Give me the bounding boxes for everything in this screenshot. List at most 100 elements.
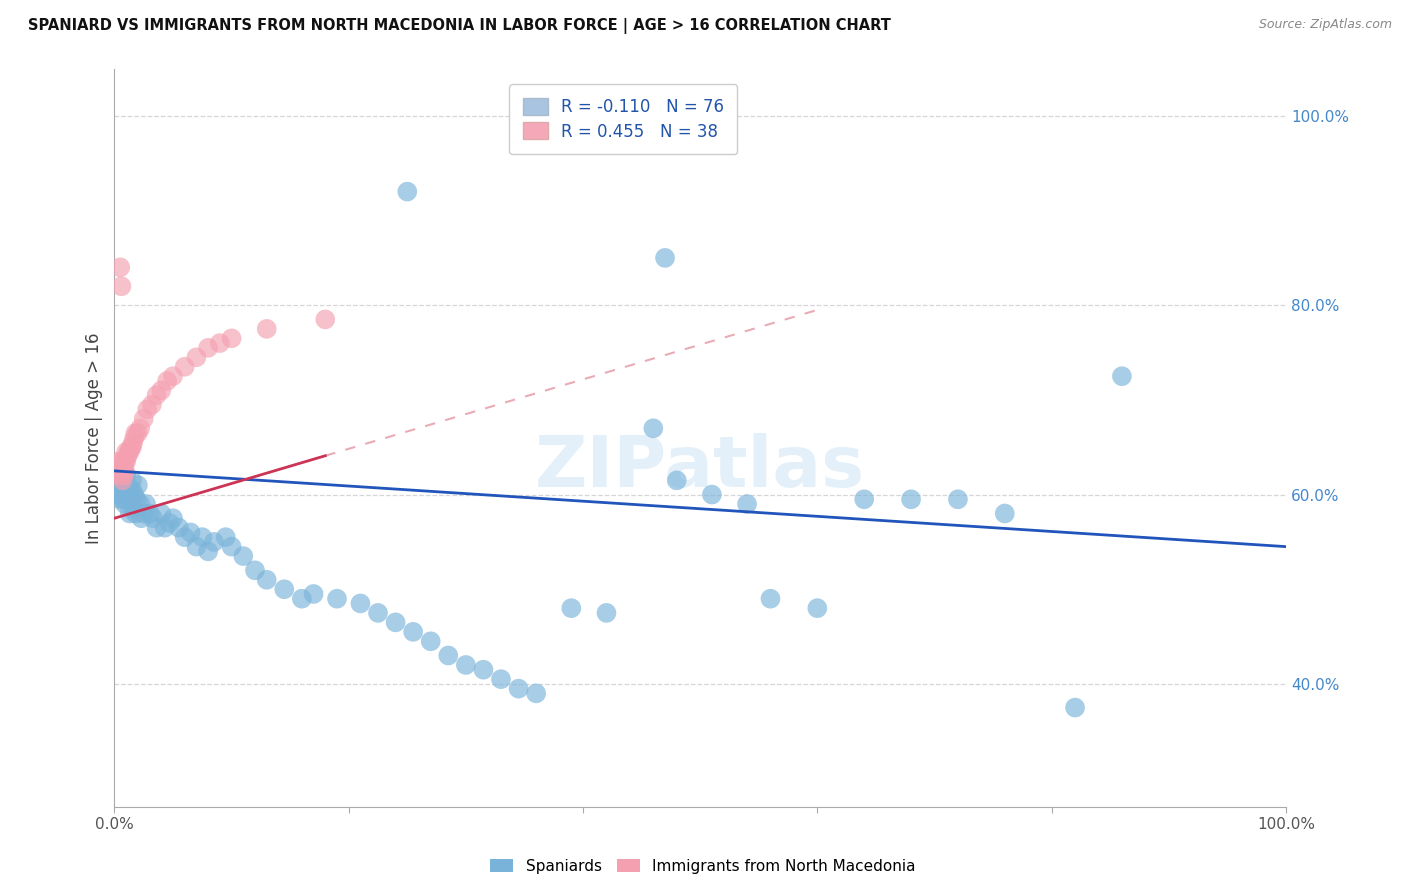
Point xyxy=(221,540,243,554)
Point xyxy=(396,185,419,199)
Point xyxy=(110,478,132,492)
Point xyxy=(110,492,132,507)
Point xyxy=(145,521,167,535)
Point xyxy=(118,507,141,521)
Point xyxy=(110,279,132,293)
Point xyxy=(136,402,159,417)
Point xyxy=(108,464,131,478)
Point xyxy=(454,657,477,672)
Point xyxy=(110,454,132,468)
Point xyxy=(138,507,160,521)
Point xyxy=(167,521,190,535)
Point xyxy=(900,492,922,507)
Point xyxy=(524,686,547,700)
Point xyxy=(402,624,425,639)
Point xyxy=(349,596,371,610)
Text: ZIPatlas: ZIPatlas xyxy=(536,433,865,502)
Point xyxy=(114,497,136,511)
Legend: Spaniards, Immigrants from North Macedonia: Spaniards, Immigrants from North Macedon… xyxy=(484,853,922,880)
Point xyxy=(142,511,165,525)
Point xyxy=(112,492,135,507)
Point xyxy=(135,497,157,511)
Point xyxy=(186,540,208,554)
Point xyxy=(221,331,243,345)
Point xyxy=(120,440,142,454)
Point xyxy=(326,591,349,606)
Point xyxy=(173,359,195,374)
Point xyxy=(1111,369,1133,384)
Point xyxy=(256,322,278,336)
Text: SPANIARD VS IMMIGRANTS FROM NORTH MACEDONIA IN LABOR FORCE | AGE > 16 CORRELATIO: SPANIARD VS IMMIGRANTS FROM NORTH MACEDO… xyxy=(28,18,891,34)
Point xyxy=(232,549,254,563)
Point xyxy=(125,492,148,507)
Point xyxy=(110,464,132,478)
Point xyxy=(806,601,828,615)
Point xyxy=(946,492,969,507)
Point xyxy=(110,468,132,483)
Point xyxy=(117,487,139,501)
Point xyxy=(162,369,184,384)
Point xyxy=(117,445,139,459)
Point xyxy=(643,421,665,435)
Point xyxy=(150,507,173,521)
Point xyxy=(124,431,146,445)
Point xyxy=(208,336,231,351)
Point xyxy=(145,388,167,402)
Point xyxy=(853,492,876,507)
Point xyxy=(162,511,184,525)
Point xyxy=(107,454,129,468)
Point xyxy=(150,384,173,398)
Point xyxy=(994,507,1017,521)
Point xyxy=(108,487,131,501)
Point xyxy=(197,341,219,355)
Point xyxy=(115,483,138,497)
Point xyxy=(508,681,530,696)
Point xyxy=(302,587,325,601)
Point xyxy=(105,474,128,488)
Point xyxy=(110,260,132,275)
Point xyxy=(112,468,135,483)
Point xyxy=(419,634,441,648)
Point xyxy=(735,497,758,511)
Point xyxy=(156,374,179,388)
Point xyxy=(114,464,136,478)
Point xyxy=(112,459,135,474)
Point xyxy=(700,487,723,501)
Point xyxy=(131,511,153,525)
Point xyxy=(121,483,143,497)
Point xyxy=(202,535,225,549)
Point xyxy=(759,591,782,606)
Point xyxy=(1064,700,1087,714)
Point xyxy=(159,516,181,530)
Point xyxy=(111,487,134,501)
Point xyxy=(121,474,143,488)
Point xyxy=(215,530,238,544)
Point xyxy=(314,312,336,326)
Point xyxy=(367,606,389,620)
Point xyxy=(122,501,145,516)
Point xyxy=(115,445,138,459)
Point xyxy=(560,601,582,615)
Point xyxy=(153,521,176,535)
Point xyxy=(120,492,142,507)
Point xyxy=(472,663,495,677)
Point xyxy=(186,351,208,365)
Point xyxy=(243,563,266,577)
Point xyxy=(437,648,460,663)
Point xyxy=(132,507,155,521)
Point xyxy=(273,582,295,597)
Point xyxy=(127,425,149,440)
Point xyxy=(489,672,512,686)
Point xyxy=(124,507,146,521)
Y-axis label: In Labor Force | Age > 16: In Labor Force | Age > 16 xyxy=(86,332,103,543)
Point xyxy=(129,421,152,435)
Point xyxy=(180,525,202,540)
Point xyxy=(173,530,195,544)
Point xyxy=(122,435,145,450)
Point xyxy=(256,573,278,587)
Point xyxy=(595,606,617,620)
Point xyxy=(111,464,134,478)
Point xyxy=(117,450,139,464)
Point xyxy=(197,544,219,558)
Point xyxy=(117,492,139,507)
